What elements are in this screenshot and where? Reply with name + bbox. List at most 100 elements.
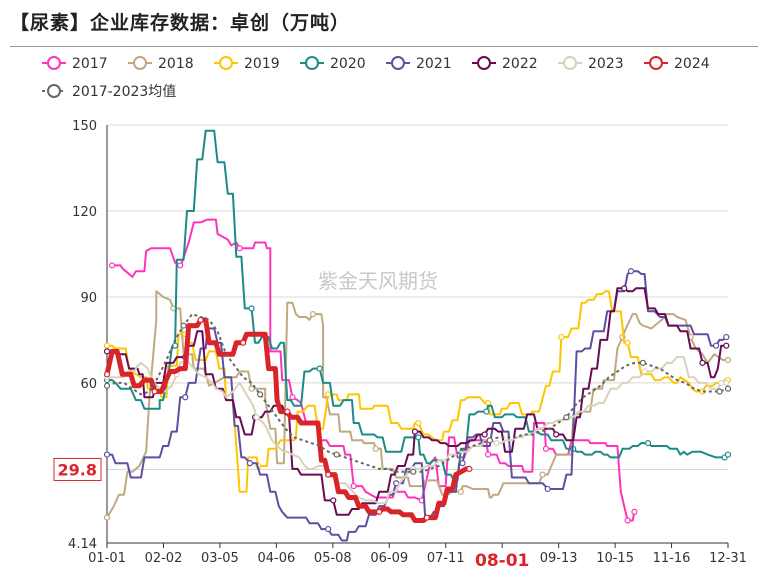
x-tick-label: 05-08 [314, 551, 352, 566]
series-point [718, 379, 725, 387]
watermark: 紫金天风期货 [318, 269, 438, 293]
x-tick-label: 12-31 [709, 551, 747, 566]
series-point [627, 268, 635, 275]
series-point [716, 388, 723, 395]
series-point [151, 388, 158, 395]
series-point [182, 394, 189, 401]
legend-label: 2020 [330, 56, 366, 72]
series-point [639, 359, 647, 366]
series-point [624, 517, 631, 524]
x-tick-label: 06-09 [370, 551, 408, 566]
series-line-4 [107, 129, 729, 482]
legend-label: 2019 [244, 56, 280, 72]
series-point [493, 439, 500, 447]
legend-item: 2018 [128, 56, 194, 72]
legend-swatch-circle [649, 56, 663, 70]
x-tick-label: 09-13 [540, 551, 578, 566]
chart-title: 【尿素】企业库存数据：卓创（万吨） [10, 12, 351, 34]
series-point [284, 408, 291, 415]
y-tick-label-highlight: 29.8 [58, 460, 97, 479]
legend-swatch-circle [219, 56, 233, 70]
series-point [415, 434, 422, 441]
series-point [330, 497, 337, 504]
series-point [376, 508, 383, 515]
legend-swatch-circle [477, 56, 491, 70]
x-tick-label: 01-01 [88, 551, 126, 566]
series-point [248, 385, 255, 392]
series-point [103, 451, 111, 458]
series-point [103, 371, 111, 378]
legend-item: 2020 [300, 56, 366, 72]
legend: 2017 2018 2019 2020 2021 2022 2023 2024 2017-202… [42, 56, 710, 100]
series-point [553, 431, 560, 438]
series-point [372, 445, 379, 452]
series-point [712, 342, 720, 349]
legend-item: 2024 [644, 56, 710, 72]
series-point [103, 348, 111, 355]
x-tick-label-highlight: 08-01 [475, 551, 529, 571]
legend-swatch-circle [391, 56, 405, 70]
series-point [316, 365, 323, 372]
series-point [644, 439, 652, 447]
series-point [257, 391, 264, 398]
series-point [289, 394, 296, 401]
y-highlight-box [53, 457, 102, 481]
series-point [325, 471, 332, 478]
x-tick-label: 04-06 [257, 551, 295, 566]
legend-item: 2023 [558, 56, 624, 72]
series-point [236, 245, 243, 252]
series-line-1 [112, 218, 636, 522]
series-point [624, 339, 631, 346]
series-point [641, 368, 648, 375]
legend-label: 2022 [502, 56, 538, 72]
series-point [109, 262, 116, 269]
series-point [103, 382, 111, 389]
series-point [180, 322, 187, 329]
legend-label: 2017-2023均值 [72, 84, 176, 100]
series-point [485, 399, 492, 407]
series-point [621, 285, 628, 292]
grid [107, 124, 728, 470]
series-point [699, 359, 706, 366]
series-point [253, 414, 260, 421]
series-line-8 [104, 317, 470, 523]
series-point [415, 419, 422, 427]
legend-item: 2017 [42, 56, 108, 72]
legend-item: 2019 [214, 56, 280, 72]
series-point [723, 342, 730, 349]
series-point [724, 356, 732, 364]
series-point [481, 431, 488, 438]
series-point [724, 385, 732, 392]
legend-item: 2017-2023均值 [42, 84, 176, 100]
series-point [411, 428, 419, 435]
series-point [544, 485, 551, 493]
legend-item: 2021 [386, 56, 452, 72]
series-point [466, 465, 473, 472]
series-point [423, 514, 430, 521]
y-tick-label: 150 [72, 119, 97, 134]
series-point [325, 525, 332, 533]
series-point [563, 414, 570, 421]
x-tick-label: 10-15 [596, 551, 634, 566]
series-point [483, 408, 490, 415]
series-point [333, 451, 340, 458]
legend-swatch-circle [563, 56, 577, 70]
legend-swatch-circle [133, 56, 147, 70]
series-point [410, 468, 417, 475]
series-point [177, 262, 184, 269]
legend-swatch-circle [47, 56, 61, 70]
title-divider [10, 46, 758, 47]
series-point [309, 311, 316, 318]
series-line-5 [107, 270, 727, 542]
legend-label: 2021 [416, 56, 452, 72]
series-point [723, 333, 730, 341]
x-tick-label: 07-11 [427, 551, 465, 566]
tick-labels: 4.14 29.8 60 90 120 150 01-01 02-02 03-05 04-06 05… [53, 119, 747, 571]
series-point [240, 339, 247, 346]
series-point [724, 451, 732, 458]
series-point [723, 379, 730, 387]
legend-item: 2022 [472, 56, 538, 72]
y-tick-label: 4.14 [68, 537, 97, 552]
series-point [542, 445, 550, 452]
